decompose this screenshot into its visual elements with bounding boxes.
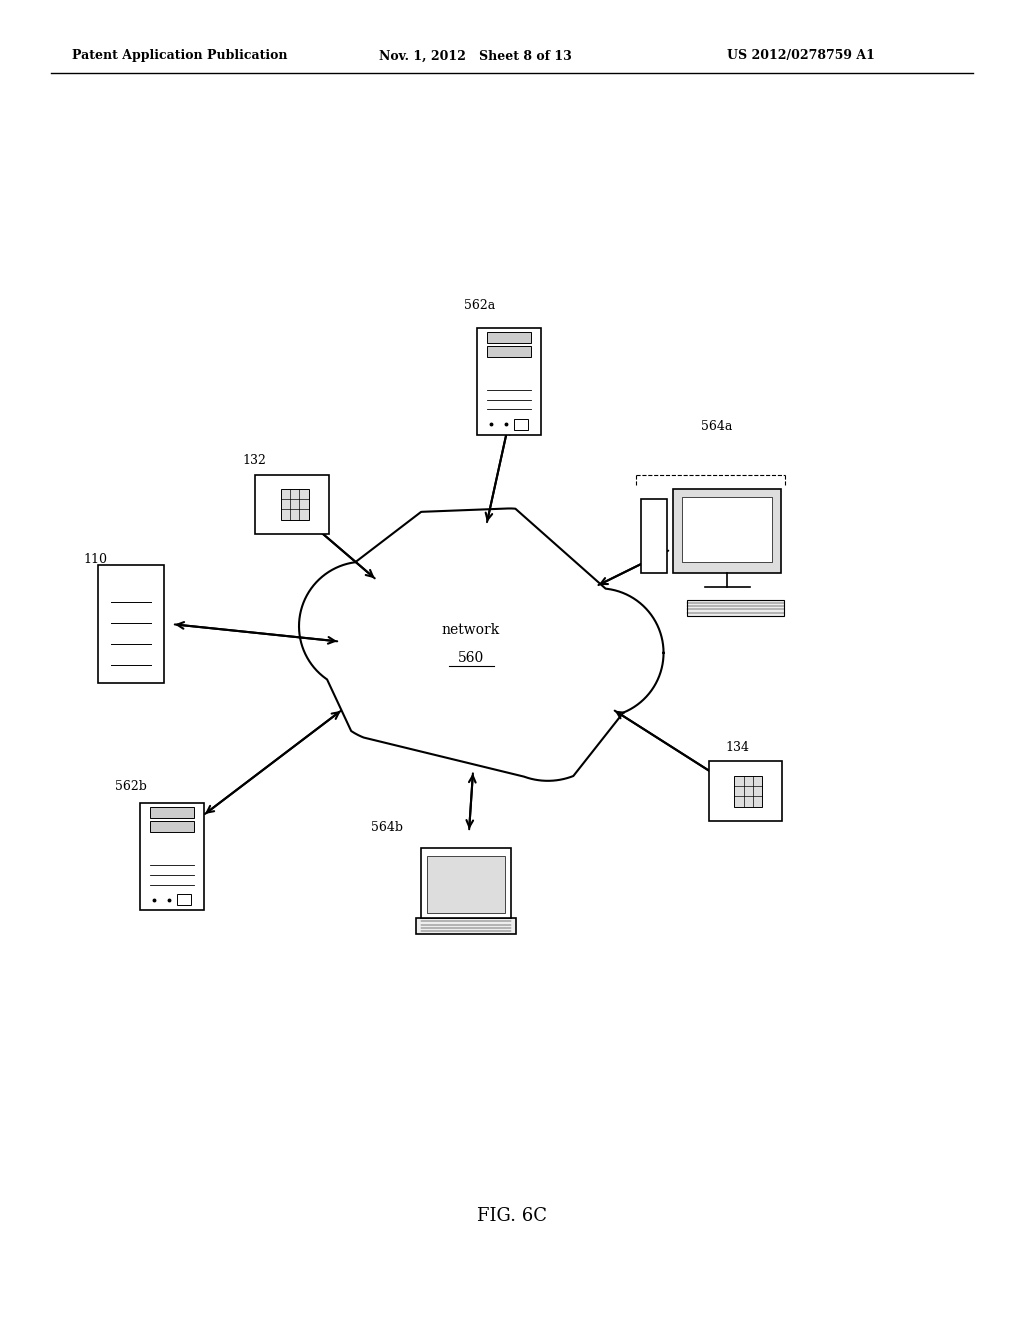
- FancyBboxPatch shape: [255, 475, 329, 535]
- FancyBboxPatch shape: [709, 762, 782, 821]
- Text: 564b: 564b: [371, 821, 403, 834]
- Text: 564a: 564a: [701, 420, 732, 433]
- FancyBboxPatch shape: [641, 499, 668, 573]
- Polygon shape: [299, 508, 664, 781]
- Text: 560: 560: [458, 651, 484, 665]
- Text: 562b: 562b: [115, 780, 147, 793]
- Text: network: network: [442, 623, 500, 638]
- FancyBboxPatch shape: [151, 807, 194, 818]
- FancyBboxPatch shape: [477, 327, 541, 436]
- FancyBboxPatch shape: [281, 488, 309, 520]
- Text: Nov. 1, 2012   Sheet 8 of 13: Nov. 1, 2012 Sheet 8 of 13: [379, 49, 571, 62]
- FancyBboxPatch shape: [151, 821, 194, 833]
- Text: US 2012/0278759 A1: US 2012/0278759 A1: [727, 49, 874, 62]
- FancyBboxPatch shape: [734, 776, 763, 807]
- Text: Patent Application Publication: Patent Application Publication: [72, 49, 287, 62]
- FancyBboxPatch shape: [177, 894, 191, 906]
- FancyBboxPatch shape: [427, 857, 505, 913]
- FancyBboxPatch shape: [674, 488, 781, 573]
- FancyBboxPatch shape: [487, 331, 530, 343]
- FancyBboxPatch shape: [140, 803, 204, 911]
- Text: 132: 132: [242, 454, 266, 467]
- FancyBboxPatch shape: [682, 496, 772, 562]
- FancyBboxPatch shape: [514, 420, 528, 430]
- FancyBboxPatch shape: [487, 346, 530, 358]
- Text: FIG. 6C: FIG. 6C: [477, 1206, 547, 1225]
- FancyBboxPatch shape: [421, 849, 511, 917]
- Text: 562a: 562a: [464, 298, 495, 312]
- FancyBboxPatch shape: [98, 565, 164, 682]
- Text: 134: 134: [725, 742, 750, 754]
- FancyBboxPatch shape: [687, 599, 784, 616]
- Text: 110: 110: [83, 553, 108, 566]
- FancyBboxPatch shape: [416, 917, 516, 935]
